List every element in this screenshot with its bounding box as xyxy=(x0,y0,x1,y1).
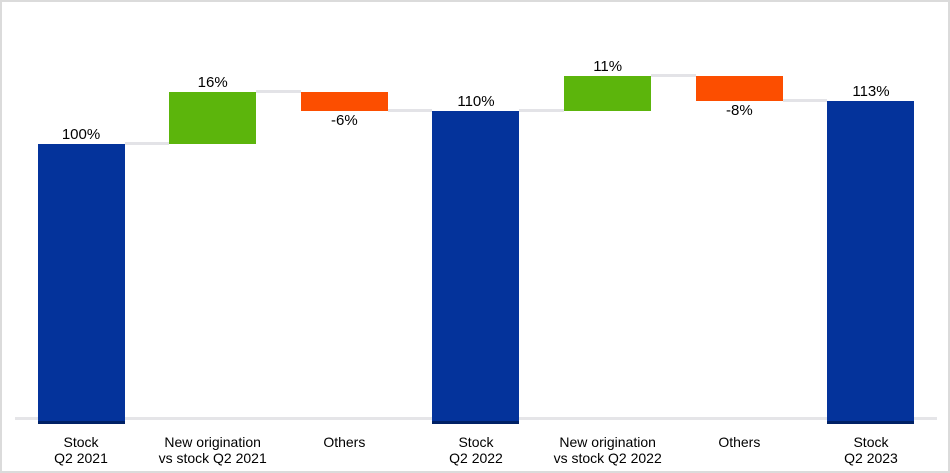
category-label: Stock Q2 2021 xyxy=(54,434,108,466)
waterfall-bar-total xyxy=(827,101,915,424)
category-label: Others xyxy=(718,434,761,450)
waterfall-bar-increase xyxy=(169,91,257,144)
value-label: -8% xyxy=(725,102,753,120)
waterfall-bar-decrease xyxy=(695,75,783,102)
connector-line xyxy=(519,109,565,113)
connector-line xyxy=(782,99,828,103)
connector-line xyxy=(387,109,433,113)
value-label: 16% xyxy=(197,73,228,91)
category-label: Others xyxy=(323,434,366,450)
value-label: 11% xyxy=(593,57,623,75)
waterfall-bar-total xyxy=(432,111,520,424)
value-label: 100% xyxy=(61,125,101,143)
value-label: 113% xyxy=(852,83,890,101)
value-label: 110% xyxy=(457,93,495,111)
connector-line xyxy=(651,73,696,77)
connector-line xyxy=(256,89,301,93)
connector-line xyxy=(124,141,170,145)
category-label: Stock Q2 2022 xyxy=(449,434,503,466)
category-label: Stock Q2 2023 xyxy=(844,434,898,466)
category-label: New origination vs stock Q2 2021 xyxy=(158,434,267,466)
category-label: New origination vs stock Q2 2022 xyxy=(553,434,662,466)
waterfall-bar-increase xyxy=(564,75,652,112)
waterfall-bar-decrease xyxy=(300,91,388,112)
waterfall-bar-total xyxy=(37,143,125,424)
value-label: -6% xyxy=(330,112,358,130)
